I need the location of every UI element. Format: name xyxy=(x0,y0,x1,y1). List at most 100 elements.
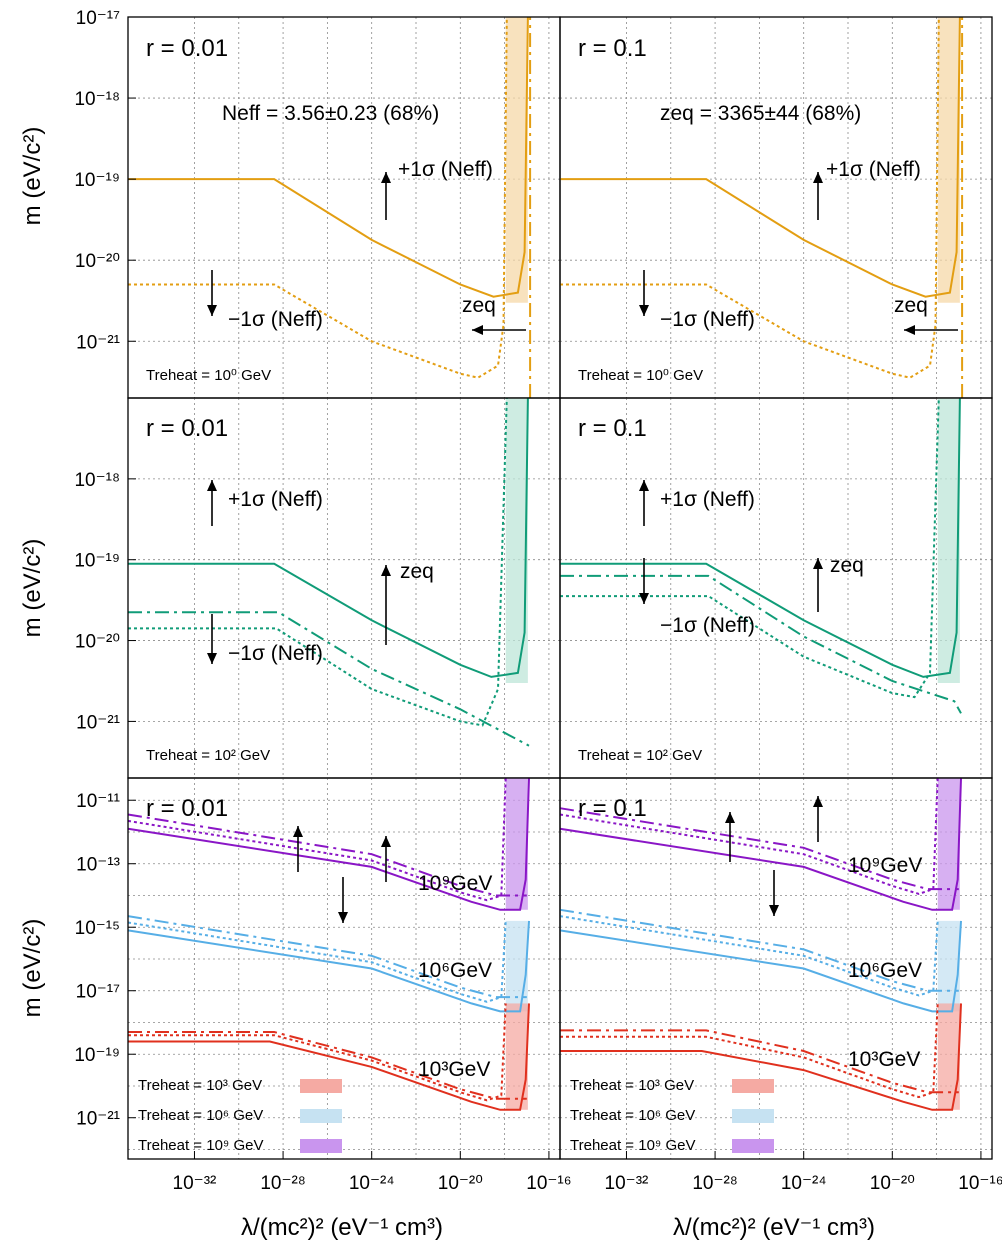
up-arrow-icon xyxy=(813,796,823,842)
x-tick-label: 10⁻²⁴ xyxy=(349,1173,395,1194)
y-tick-label: 10⁻¹⁸ xyxy=(74,89,120,110)
y-tick-label: 10⁻¹¹ xyxy=(76,791,120,812)
y-tick-label: 10⁻²¹ xyxy=(76,1109,120,1130)
minus-sigma-label-mid-right: −1σ (Neff) xyxy=(660,614,755,637)
panel-frame xyxy=(127,777,561,1160)
series-line-dashdot xyxy=(560,574,962,714)
gev9-label-right: 10⁹GeV xyxy=(848,854,922,877)
series-line-solid xyxy=(560,1003,962,1111)
excluded-region xyxy=(505,17,528,303)
y-tick-label: 10⁻²¹ xyxy=(76,332,120,353)
gev6-label-right: 10⁶GeV xyxy=(848,959,922,982)
excluded-region xyxy=(505,1003,528,1110)
up-arrow-icon xyxy=(381,172,391,220)
legend-treheat-mid-left: Treheat = 10² GeV xyxy=(146,747,270,764)
legend-swatch-purple-right xyxy=(732,1139,774,1153)
legend-swatch-blue-right xyxy=(732,1109,774,1123)
up-arrow-icon xyxy=(293,826,303,872)
x-tick-label: 10⁻²⁰ xyxy=(438,1173,483,1194)
down-arrow-icon xyxy=(207,270,217,316)
plus-sigma-label-top-right: +1σ (Neff) xyxy=(826,158,921,181)
excluded-region xyxy=(937,1003,960,1110)
plus-sigma-label-mid-right: +1σ (Neff) xyxy=(660,488,755,511)
r-label-top-right: r = 0.1 xyxy=(578,35,647,62)
excluded-region xyxy=(937,398,960,683)
panel-frame xyxy=(127,397,561,779)
x-tick-label: 10⁻²⁴ xyxy=(781,1173,827,1194)
y-axis-label-row-3: m (eV/c²) xyxy=(19,919,46,1018)
down-arrow-icon xyxy=(639,270,649,316)
excluded-region xyxy=(505,778,528,910)
up-arrow-icon xyxy=(725,812,735,862)
series-line-solid xyxy=(559,777,962,911)
legend-treheat-top-right: Treheat = 10⁰ GeV xyxy=(578,367,703,384)
legend-treheat-6-right: Treheat = 10⁶ GeV xyxy=(570,1107,695,1124)
series-line-dotted xyxy=(128,16,508,379)
r-label-mid-left: r = 0.01 xyxy=(146,415,228,442)
legend-treheat-9-left: Treheat = 10⁹ GeV xyxy=(138,1137,264,1154)
legend-swatch-blue-left xyxy=(300,1109,342,1123)
x-tick-label: 10⁻²⁸ xyxy=(692,1173,738,1194)
y-axis-label-row-1: m (eV/c²) xyxy=(19,127,46,226)
y-axis-label-row-2: m (eV/c²) xyxy=(19,539,46,638)
x-tick-label: 10⁻²⁰ xyxy=(870,1173,915,1194)
legend-treheat-mid-right: Treheat = 10² GeV xyxy=(578,747,702,764)
series-line-dashdot xyxy=(559,908,959,992)
series-line-dotted xyxy=(128,397,508,727)
down-arrow-icon xyxy=(769,870,779,916)
series-line-dotted xyxy=(128,1003,507,1102)
r-label-top-left: r = 0.01 xyxy=(146,35,228,62)
legend-swatch-red-right xyxy=(732,1079,774,1093)
y-tick-label: 10⁻²⁰ xyxy=(75,251,120,272)
gev3-label-right: 10³GeV xyxy=(848,1048,920,1071)
series-line-solid xyxy=(559,920,962,1013)
y-axis-label: m (eV/c²) xyxy=(19,127,46,226)
up-arrow-icon xyxy=(639,480,649,526)
series-line-dotted xyxy=(127,920,507,1003)
down-arrow-icon xyxy=(207,614,217,664)
excluded-region xyxy=(505,398,528,683)
zeq-label-top-left: zeq xyxy=(462,294,496,317)
minus-sigma-label-mid-left: −1σ (Neff) xyxy=(228,642,323,665)
x-tick-label: 10⁻³² xyxy=(605,1173,649,1194)
panel-frame xyxy=(559,777,993,1160)
x-tick-label: 10⁻²⁸ xyxy=(260,1173,306,1194)
excluded-region xyxy=(505,920,528,1012)
y-tick-label: 10⁻²¹ xyxy=(76,712,120,733)
y-tick-label: 10⁻¹⁷ xyxy=(76,8,120,29)
neff-measurement-label: Neff = 3.56±0.23 (68%) xyxy=(222,102,439,125)
legend-treheat-3-right: Treheat = 10³ GeV xyxy=(570,1077,694,1094)
excluded-region xyxy=(937,17,960,303)
gev3-label-left: 10³GeV xyxy=(418,1058,490,1081)
minus-sigma-label-top-left: −1σ (Neff) xyxy=(228,308,323,331)
series-line-solid xyxy=(560,16,961,298)
left-arrow-icon xyxy=(472,325,526,335)
legend-treheat-top-left: Treheat = 10⁰ GeV xyxy=(146,367,271,384)
zeq-label-mid-right: zeq xyxy=(830,554,864,577)
panels-layer: 10⁻¹⁷ 10⁻¹⁸ 10⁻¹⁹ 10⁻²⁰ 10⁻²¹ 10⁻¹⁸ 10⁻¹⁹ 10⁻²⁰… xyxy=(74,8,1002,1194)
series-line-dotted xyxy=(560,16,940,379)
up-arrow-icon xyxy=(813,172,823,220)
series-line-dotted xyxy=(560,1003,939,1099)
series-line-dashdot xyxy=(127,813,527,897)
panel-top-right xyxy=(559,16,993,399)
down-arrow-icon xyxy=(338,877,348,923)
up-arrow-icon xyxy=(813,558,823,612)
x-tick-label: 10⁻¹⁶ xyxy=(958,1173,1002,1194)
down-arrow-icon xyxy=(639,558,649,604)
left-arrow-icon xyxy=(904,325,958,335)
y-tick-label: 10⁻²⁰ xyxy=(75,632,120,653)
panel-mid-left: 10⁻¹⁸ 10⁻¹⁹ 10⁻²⁰ 10⁻²¹ xyxy=(74,397,561,779)
y-axis-label: m (eV/c²) xyxy=(19,539,46,638)
y-tick-label: 10⁻¹⁹ xyxy=(74,1045,120,1066)
x-axis-label-left: λ/(mc²)² (eV⁻¹ cm³) xyxy=(241,1214,443,1241)
gev6-label-left: 10⁶GeV xyxy=(418,959,492,982)
y-tick-label: 10⁻¹⁷ xyxy=(76,982,120,1003)
up-arrow-icon xyxy=(207,480,217,526)
panel-top-left: 10⁻¹⁷ 10⁻¹⁸ 10⁻¹⁹ 10⁻²⁰ 10⁻²¹ xyxy=(74,8,561,399)
r-label-bottom-left: r = 0.01 xyxy=(146,795,228,822)
legend-treheat-3-left: Treheat = 10³ GeV xyxy=(138,1077,262,1094)
plus-sigma-label-top-left: +1σ (Neff) xyxy=(398,158,493,181)
legend-treheat-6-left: Treheat = 10⁶ GeV xyxy=(138,1107,263,1124)
r-label-mid-right: r = 0.1 xyxy=(578,415,647,442)
